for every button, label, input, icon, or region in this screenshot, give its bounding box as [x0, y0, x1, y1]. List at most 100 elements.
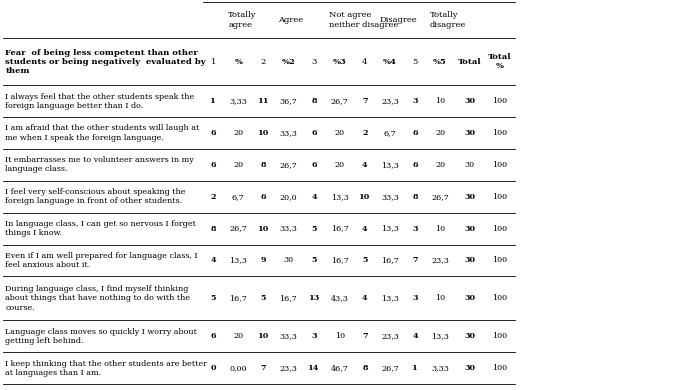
Text: 5: 5 — [311, 257, 317, 264]
Text: Fear  of being less competent than other
students or being negatively  evaluated: Fear of being less competent than other … — [5, 48, 206, 75]
Text: 5: 5 — [311, 225, 317, 232]
Text: 1: 1 — [211, 58, 216, 66]
Text: 6: 6 — [211, 129, 216, 137]
Text: 26,7: 26,7 — [431, 193, 449, 201]
Text: I am afraid that the other students will laugh at
me when I speak the foreign la: I am afraid that the other students will… — [5, 124, 200, 142]
Text: %2: %2 — [282, 58, 295, 66]
Text: 26,7: 26,7 — [331, 97, 349, 105]
Text: 8: 8 — [311, 97, 317, 105]
Text: 46,7: 46,7 — [331, 364, 349, 372]
Text: 4: 4 — [362, 161, 368, 169]
Text: I keep thinking that the other students are better
at languages than I am.: I keep thinking that the other students … — [5, 360, 207, 377]
Text: 8: 8 — [412, 193, 418, 201]
Text: 6: 6 — [311, 129, 317, 137]
Text: 23,3: 23,3 — [431, 257, 449, 264]
Text: 10: 10 — [359, 193, 370, 201]
Text: Even if I am well prepared for language class, I
feel anxious about it.: Even if I am well prepared for language … — [5, 252, 198, 269]
Text: 16,7: 16,7 — [331, 225, 349, 232]
Text: 100: 100 — [492, 97, 507, 105]
Text: 6,7: 6,7 — [232, 193, 244, 201]
Text: 100: 100 — [492, 364, 507, 372]
Text: 3: 3 — [412, 97, 418, 105]
Text: Totally
agree: Totally agree — [228, 11, 257, 29]
Text: Disagree: Disagree — [380, 16, 418, 24]
Text: 20: 20 — [435, 129, 445, 137]
Text: 5: 5 — [211, 294, 216, 302]
Text: 23,3: 23,3 — [381, 97, 399, 105]
Text: 33,3: 33,3 — [280, 225, 297, 232]
Text: 10: 10 — [335, 332, 345, 340]
Text: 16,7: 16,7 — [280, 294, 297, 302]
Text: 13,3: 13,3 — [381, 225, 399, 232]
Text: %3: %3 — [333, 58, 347, 66]
Text: 3: 3 — [412, 294, 418, 302]
Text: 20: 20 — [335, 129, 345, 137]
Text: 4: 4 — [362, 294, 368, 302]
Text: 20: 20 — [234, 161, 243, 169]
Text: 10: 10 — [435, 97, 445, 105]
Text: 3: 3 — [311, 58, 317, 66]
Text: 20: 20 — [335, 161, 345, 169]
Text: 8: 8 — [261, 161, 266, 169]
Text: 5: 5 — [362, 257, 368, 264]
Text: 4: 4 — [412, 332, 418, 340]
Text: %4: %4 — [383, 58, 397, 66]
Text: 5: 5 — [261, 294, 266, 302]
Text: 23,3: 23,3 — [381, 332, 399, 340]
Text: 1: 1 — [412, 364, 418, 372]
Text: 100: 100 — [492, 129, 507, 137]
Text: 30: 30 — [464, 364, 475, 372]
Text: 2: 2 — [362, 129, 368, 137]
Text: 43,3: 43,3 — [331, 294, 349, 302]
Text: 23,3: 23,3 — [280, 364, 297, 372]
Text: It embarrasses me to volunteer answers in my
language class.: It embarrasses me to volunteer answers i… — [5, 156, 194, 174]
Text: 100: 100 — [492, 294, 507, 302]
Text: 30: 30 — [464, 225, 475, 232]
Text: 10: 10 — [258, 332, 269, 340]
Text: 33,3: 33,3 — [280, 332, 297, 340]
Text: Totally
disagree: Totally disagree — [430, 11, 466, 29]
Text: 30: 30 — [464, 97, 475, 105]
Text: 14: 14 — [309, 364, 320, 372]
Text: 30: 30 — [284, 257, 293, 264]
Text: 10: 10 — [258, 225, 269, 232]
Text: 6: 6 — [211, 332, 216, 340]
Text: 13,3: 13,3 — [331, 193, 349, 201]
Text: 3,33: 3,33 — [230, 97, 247, 105]
Text: 2: 2 — [261, 58, 266, 66]
Text: 5: 5 — [412, 58, 418, 66]
Text: 20: 20 — [234, 332, 243, 340]
Text: In language class, I can get so nervous I forget
things I know.: In language class, I can get so nervous … — [5, 220, 196, 237]
Text: 30: 30 — [465, 161, 475, 169]
Text: 30: 30 — [464, 257, 475, 264]
Text: 36,7: 36,7 — [280, 97, 297, 105]
Text: 30: 30 — [464, 294, 475, 302]
Text: %: % — [234, 58, 242, 66]
Text: 8: 8 — [211, 225, 216, 232]
Text: 26,7: 26,7 — [381, 364, 399, 372]
Text: 6: 6 — [412, 161, 418, 169]
Text: 4: 4 — [362, 225, 368, 232]
Text: 30: 30 — [464, 193, 475, 201]
Text: 0: 0 — [211, 364, 216, 372]
Text: I feel very self-conscious about speaking the
foreign language in front of other: I feel very self-conscious about speakin… — [5, 188, 186, 205]
Text: 6: 6 — [211, 161, 216, 169]
Text: 7: 7 — [362, 97, 368, 105]
Text: 7: 7 — [362, 332, 368, 340]
Text: 100: 100 — [492, 332, 507, 340]
Text: 7: 7 — [412, 257, 418, 264]
Text: 10: 10 — [435, 225, 445, 232]
Text: 16,7: 16,7 — [381, 257, 399, 264]
Text: 1: 1 — [211, 97, 216, 105]
Text: 100: 100 — [492, 193, 507, 201]
Text: 6: 6 — [311, 161, 317, 169]
Text: 16,7: 16,7 — [331, 257, 349, 264]
Text: Total: Total — [458, 58, 481, 66]
Text: 33,3: 33,3 — [280, 129, 297, 137]
Text: 6: 6 — [261, 193, 266, 201]
Text: During language class, I find myself thinking
about things that have nothing to : During language class, I find myself thi… — [5, 285, 190, 312]
Text: 100: 100 — [492, 161, 507, 169]
Text: 13,3: 13,3 — [431, 332, 449, 340]
Text: 10: 10 — [435, 294, 445, 302]
Text: 100: 100 — [492, 225, 507, 232]
